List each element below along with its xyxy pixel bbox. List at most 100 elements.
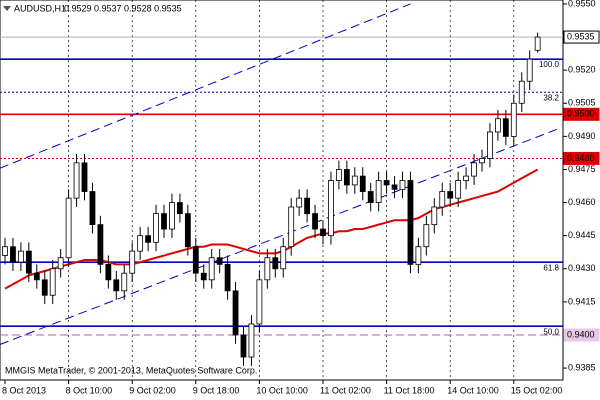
candle-body (328, 180, 334, 237)
candle-body (391, 184, 398, 190)
y-tick-label: 0.9490 (568, 131, 596, 141)
candle-body (534, 36, 541, 51)
candle-body (65, 197, 72, 259)
y-tick-label: 0.9460 (568, 197, 596, 207)
candle-body (439, 191, 446, 208)
plot-area: 100.0 38.2 61.8 50.0 (0, 3, 563, 366)
x-tick-label: 10 Oct 10:00 (256, 385, 308, 395)
price-box-label: 0.9500 (567, 109, 595, 119)
candle-body (113, 279, 120, 292)
y-tick-label: 0.9505 (568, 98, 596, 108)
candle-body (518, 80, 525, 104)
footer: MMGIS MetaTrader, © 2001-2013, MetaQuote… (5, 365, 257, 375)
candle-body (471, 162, 477, 177)
level-label: 38.2 (543, 93, 559, 102)
candle-body (479, 158, 485, 164)
y-tick-label: 0.9475 (568, 164, 596, 174)
candle-body (272, 257, 279, 270)
candle-body (184, 213, 191, 248)
candle-body (49, 268, 56, 296)
candle-body (264, 257, 271, 281)
candle-body (240, 334, 247, 358)
price-box (563, 328, 600, 342)
plot-frame (0, 0, 564, 381)
candle-body (192, 246, 199, 274)
y-tick-label: 0.9550 (568, 0, 596, 8)
candle-body (359, 175, 366, 192)
candle-body (320, 228, 326, 237)
symbol: AUDUSD,H1 (14, 3, 66, 13)
candle-body (407, 180, 414, 265)
candle-body (526, 58, 533, 82)
candle-body (73, 162, 80, 199)
candle-body (383, 180, 390, 186)
x-tick-label: 15 Oct 02:00 (511, 385, 563, 395)
candle-body (335, 169, 342, 181)
y-tick-label: 0.9520 (568, 65, 596, 75)
y-tick-label: 0.9430 (568, 263, 596, 273)
candle-body (10, 246, 16, 263)
candle-body (97, 224, 104, 265)
candle-body (145, 235, 152, 243)
candle-body (232, 290, 239, 336)
y-tick-label: 0.9385 (568, 362, 596, 372)
candle-body (367, 191, 374, 203)
x-tick-label: 9 Oct 02:00 (129, 385, 176, 395)
price-box-label: 0.9400 (567, 329, 595, 339)
candle-body (248, 323, 255, 358)
candle-body (463, 175, 470, 181)
x-tick-label: 9 Oct 18:00 (193, 385, 240, 395)
price-box-label: 0.9535 (567, 31, 595, 41)
candle-body (510, 102, 517, 137)
candle-body (33, 272, 40, 281)
candle-body (169, 202, 175, 230)
candle-body (455, 180, 462, 199)
candle-body (280, 246, 287, 270)
trendline (0, 127, 562, 345)
candle-body (129, 250, 136, 274)
candle-body (2, 246, 8, 256)
candle-body (176, 202, 183, 215)
candle-body (304, 197, 311, 215)
candle-body (81, 162, 88, 192)
candle-body (502, 118, 509, 137)
x-tick-label: 11 Oct 18:00 (384, 385, 435, 395)
candle-body (312, 213, 318, 230)
candle-body (57, 257, 64, 270)
candle-body (399, 180, 406, 190)
symbol-icon (3, 6, 11, 11)
candle-body (121, 272, 128, 292)
y-tick-label: 0.9445 (568, 230, 596, 240)
trendline (0, 3, 411, 169)
candle-body (224, 263, 231, 292)
candle-body (423, 224, 430, 248)
candle-body (161, 213, 167, 230)
level-label: 50.0 (543, 327, 559, 336)
y-tick-label: 0.9415 (568, 296, 596, 306)
quote: 0.9529 0.9537 0.9528 0.9535 (64, 3, 182, 13)
price-box (563, 30, 600, 44)
candle-body (415, 246, 422, 265)
price-box-label: 0.9480 (567, 153, 595, 163)
level-label: 100.0 (539, 60, 560, 69)
candle-body (105, 263, 112, 281)
candle-body (487, 131, 493, 159)
candle-body (351, 175, 358, 186)
candle-body (208, 257, 215, 281)
price-box (563, 151, 600, 165)
x-tick-label: 14 Oct 10:00 (447, 385, 499, 395)
level-label: 61.8 (543, 263, 559, 272)
x-tick-label: 8 Oct 2013 (2, 385, 46, 395)
x-tick-label: 8 Oct 10:00 (66, 385, 113, 395)
candle-body (137, 235, 144, 252)
candle-body (494, 118, 501, 133)
candle-body (375, 180, 382, 203)
candle-body (447, 191, 454, 199)
candle-body (343, 169, 350, 186)
candle-body (288, 206, 295, 248)
candle-body (431, 206, 438, 226)
candle-body (200, 272, 207, 281)
candle-body (41, 279, 48, 296)
